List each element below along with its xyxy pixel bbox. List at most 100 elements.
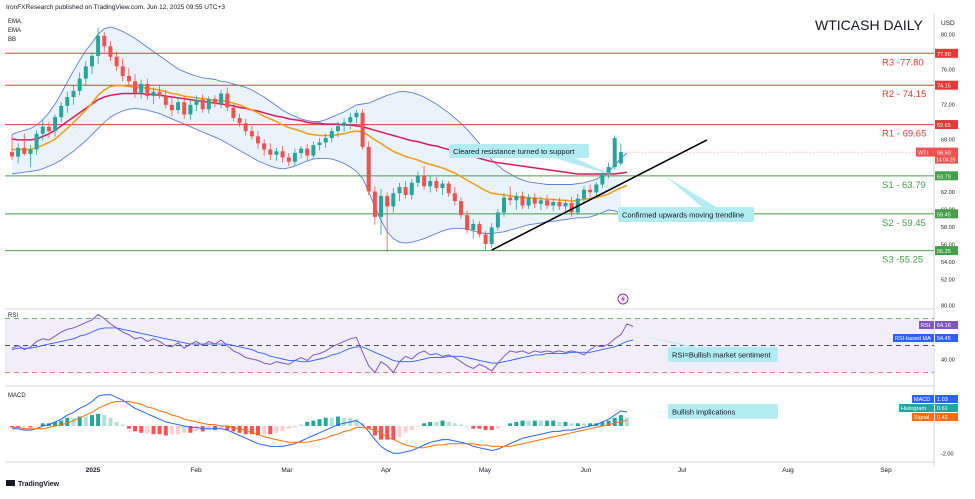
event-lightning-icon[interactable] — [617, 293, 629, 305]
macd-histogram-bar[interactable] — [612, 417, 617, 426]
indicator-ema-slow[interactable]: EMA — [8, 28, 21, 34]
macd-line[interactable] — [12, 394, 628, 454]
macd-histogram-bar[interactable] — [483, 426, 488, 431]
candle[interactable] — [194, 95, 199, 111]
candle[interactable] — [489, 223, 494, 248]
candle[interactable] — [34, 130, 39, 155]
macd-histogram-bar[interactable] — [508, 423, 513, 426]
candle[interactable] — [612, 135, 617, 170]
candle[interactable] — [582, 186, 586, 202]
candle[interactable] — [200, 94, 205, 113]
candle[interactable] — [538, 196, 543, 210]
macd-histogram-bar[interactable] — [317, 419, 322, 426]
macd-histogram-bar[interactable] — [71, 417, 76, 426]
macd-histogram-bar[interactable] — [268, 426, 273, 435]
macd-histogram-bar[interactable] — [151, 426, 156, 435]
macd-histogram-bar[interactable] — [133, 426, 137, 432]
macd-histogram-bar[interactable] — [354, 419, 359, 426]
candle[interactable] — [139, 79, 144, 99]
macd-histogram-bar[interactable] — [10, 426, 14, 428]
macd-histogram-bar[interactable] — [145, 426, 150, 433]
macd-histogram-bar[interactable] — [538, 420, 543, 426]
macd-histogram-bar[interactable] — [391, 426, 396, 440]
macd-histogram-bar[interactable] — [366, 426, 371, 429]
macd-histogram-bar[interactable] — [329, 417, 334, 426]
macd-histogram-bar[interactable] — [206, 426, 211, 431]
candle[interactable] — [379, 188, 383, 236]
candle[interactable] — [372, 186, 377, 225]
indicator-ema-fast[interactable]: EMA — [8, 19, 21, 25]
macd-histogram-bar[interactable] — [53, 421, 58, 426]
candle[interactable] — [53, 114, 58, 137]
macd-histogram-bar[interactable] — [299, 424, 304, 426]
macd-histogram-bar[interactable] — [502, 426, 506, 427]
candle[interactable] — [188, 100, 193, 120]
macd-histogram-bar[interactable] — [219, 426, 224, 429]
candle[interactable] — [532, 193, 537, 209]
candle[interactable] — [354, 110, 359, 124]
candle[interactable] — [618, 143, 623, 166]
price-pane[interactable]: 80.0078.0076.0074.0072.0070.0068.0066.00… — [5, 26, 958, 284]
candle[interactable] — [452, 187, 457, 206]
macd-histogram-bar[interactable] — [625, 417, 629, 426]
macd-histogram-bar[interactable] — [40, 423, 45, 426]
candle[interactable] — [551, 198, 556, 211]
macd-histogram-bar[interactable] — [545, 420, 550, 426]
candle[interactable] — [22, 133, 27, 156]
candle[interactable] — [588, 184, 593, 197]
candle[interactable] — [600, 170, 605, 189]
macd-histogram-bar[interactable] — [526, 420, 531, 426]
macd-histogram-bar[interactable] — [403, 426, 408, 433]
candle[interactable] — [348, 112, 353, 130]
candle[interactable] — [336, 121, 340, 138]
candle[interactable] — [102, 32, 107, 52]
macd-histogram-bar[interactable] — [280, 426, 285, 432]
candle[interactable] — [403, 181, 408, 199]
signal-line[interactable] — [12, 401, 628, 449]
candle[interactable] — [422, 166, 427, 190]
candle[interactable] — [145, 78, 150, 100]
candle[interactable] — [243, 118, 248, 136]
candle[interactable] — [46, 121, 51, 139]
candle[interactable] — [151, 87, 156, 104]
macd-histogram-bar[interactable] — [22, 426, 27, 428]
macd-histogram-bar[interactable] — [428, 421, 433, 426]
macd-histogram-bar[interactable] — [446, 421, 451, 426]
candle[interactable] — [108, 41, 113, 62]
candle[interactable] — [40, 120, 45, 141]
candle[interactable] — [557, 197, 562, 210]
candle[interactable] — [360, 109, 365, 150]
ema-slow-line[interactable] — [11, 92, 628, 175]
candle[interactable] — [114, 51, 119, 71]
candle[interactable] — [268, 143, 273, 160]
candle[interactable] — [323, 133, 328, 148]
macd-histogram-bar[interactable] — [606, 420, 611, 426]
candle[interactable] — [65, 91, 70, 113]
macd-histogram-bar[interactable] — [96, 413, 101, 426]
macd-histogram-bar[interactable] — [569, 423, 574, 426]
macd-histogram-bar[interactable] — [409, 426, 414, 431]
candle[interactable] — [225, 87, 230, 111]
candle[interactable] — [262, 139, 267, 156]
candle[interactable] — [545, 195, 550, 209]
annotation-macd[interactable]: Bullish implications — [636, 404, 778, 419]
macd-histogram-bar[interactable] — [188, 426, 193, 433]
candle[interactable] — [329, 127, 334, 143]
macd-histogram-bar[interactable] — [182, 426, 187, 433]
macd-histogram-bar[interactable] — [231, 426, 236, 432]
rsi-ma-line[interactable] — [11, 327, 634, 364]
macd-histogram-bar[interactable] — [169, 426, 174, 435]
macd-histogram-bar[interactable] — [588, 423, 593, 426]
macd-histogram-bar[interactable] — [336, 416, 340, 427]
candle[interactable] — [317, 138, 322, 151]
candle[interactable] — [563, 200, 568, 211]
macd-histogram-bar[interactable] — [120, 424, 125, 426]
candle[interactable] — [415, 171, 420, 188]
macd-histogram-bar[interactable] — [465, 426, 470, 427]
candle[interactable] — [77, 72, 82, 96]
candle[interactable] — [237, 113, 242, 127]
macd-histogram-bar[interactable] — [532, 420, 537, 426]
candle[interactable] — [71, 85, 76, 105]
macd-histogram-bar[interactable] — [28, 426, 33, 428]
macd-histogram-bar[interactable] — [213, 426, 217, 431]
